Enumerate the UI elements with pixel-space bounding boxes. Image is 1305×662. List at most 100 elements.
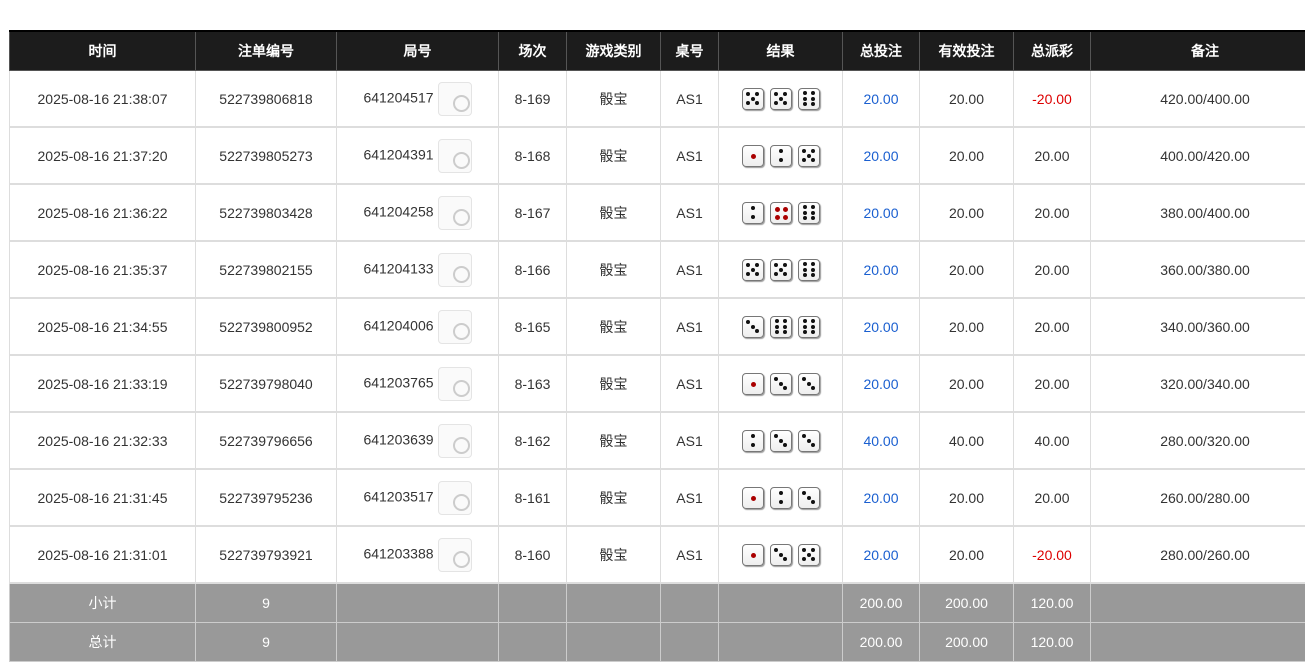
- round-number: 641204258: [363, 203, 433, 219]
- column-header: 场次: [499, 31, 567, 71]
- video-replay-icon[interactable]: [438, 367, 472, 401]
- game-type-cell: 骰宝: [567, 355, 661, 412]
- payout-cell: -20.00: [1014, 526, 1091, 583]
- note-cell: 320.00/340.00: [1091, 355, 1305, 412]
- dice-3-icon: [770, 430, 792, 452]
- game-type-cell: 骰宝: [567, 184, 661, 241]
- dice-3-icon: [798, 430, 820, 452]
- round-number: 641204391: [363, 146, 433, 162]
- table-cell: AS1: [661, 298, 719, 355]
- note-cell: 380.00/400.00: [1091, 184, 1305, 241]
- column-header: 局号: [337, 31, 499, 71]
- bet-id-cell: 522739793921: [196, 526, 337, 583]
- column-header: 备注: [1091, 31, 1305, 71]
- valid-bet-cell: 20.00: [920, 127, 1014, 184]
- video-replay-icon[interactable]: [438, 139, 472, 173]
- bet-id-cell: 522739803428: [196, 184, 337, 241]
- time-cell: 2025-08-16 21:35:37: [10, 241, 196, 298]
- table-cell: AS1: [661, 412, 719, 469]
- game-type-cell: 骰宝: [567, 298, 661, 355]
- column-header: 桌号: [661, 31, 719, 71]
- dice-1-icon: [742, 145, 764, 167]
- payout-cell: 40.00: [1014, 412, 1091, 469]
- session-cell: 8-166: [499, 241, 567, 298]
- result-cell: [719, 526, 843, 583]
- round-cell: 641204258: [337, 184, 499, 241]
- result-cell: [719, 241, 843, 298]
- video-replay-icon[interactable]: [438, 424, 472, 458]
- video-replay-icon[interactable]: [438, 310, 472, 344]
- valid-bet-cell: 20.00: [920, 298, 1014, 355]
- dice-6-icon: [798, 316, 820, 338]
- dice-4-icon: [770, 202, 792, 224]
- session-cell: 8-167: [499, 184, 567, 241]
- payout-cell: 20.00: [1014, 469, 1091, 526]
- session-cell: 8-162: [499, 412, 567, 469]
- dice-3-icon: [798, 373, 820, 395]
- result-cell: [719, 298, 843, 355]
- summary-valid-bet: 200.00: [920, 583, 1014, 623]
- bet-id-cell: 522739800952: [196, 298, 337, 355]
- bet-id-cell: 522739798040: [196, 355, 337, 412]
- valid-bet-cell: 20.00: [920, 241, 1014, 298]
- column-header: 总派彩: [1014, 31, 1091, 71]
- empty-cell: [499, 623, 567, 662]
- total-bet-cell: 20.00: [843, 355, 920, 412]
- summary-count: 9: [196, 623, 337, 662]
- valid-bet-cell: 40.00: [920, 412, 1014, 469]
- dice-5-icon: [798, 145, 820, 167]
- total-bet-cell: 20.00: [843, 127, 920, 184]
- time-cell: 2025-08-16 21:33:19: [10, 355, 196, 412]
- column-header: 结果: [719, 31, 843, 71]
- total-bet-cell: 20.00: [843, 469, 920, 526]
- round-number: 641204517: [363, 89, 433, 105]
- time-cell: 2025-08-16 21:32:33: [10, 412, 196, 469]
- summary-total-bet: 200.00: [843, 583, 920, 623]
- dice-2-icon: [742, 430, 764, 452]
- bet-id-cell: 522739805273: [196, 127, 337, 184]
- video-replay-icon[interactable]: [438, 538, 472, 572]
- bet-records-table: 时间注单编号局号场次游戏类别桌号结果总投注有效投注总派彩备注 2025-08-1…: [9, 30, 1305, 662]
- total-bet-cell: 20.00: [843, 526, 920, 583]
- summary-payout: 120.00: [1014, 583, 1091, 623]
- payout-cell: 20.00: [1014, 184, 1091, 241]
- valid-bet-cell: 20.00: [920, 184, 1014, 241]
- result-cell: [719, 127, 843, 184]
- round-number: 641204006: [363, 317, 433, 333]
- column-header: 注单编号: [196, 31, 337, 71]
- dice-3-icon: [770, 544, 792, 566]
- video-replay-icon[interactable]: [438, 481, 472, 515]
- dice-5-icon: [770, 88, 792, 110]
- dice-1-icon: [742, 544, 764, 566]
- video-replay-icon[interactable]: [438, 82, 472, 116]
- valid-bet-cell: 20.00: [920, 469, 1014, 526]
- payout-cell: 20.00: [1014, 298, 1091, 355]
- video-replay-icon[interactable]: [438, 196, 472, 230]
- result-cell: [719, 469, 843, 526]
- round-number: 641203517: [363, 488, 433, 504]
- table-cell: AS1: [661, 355, 719, 412]
- total-bet-cell: 20.00: [843, 298, 920, 355]
- note-cell: 280.00/260.00: [1091, 526, 1305, 583]
- total-bet-cell: 40.00: [843, 412, 920, 469]
- empty-cell: [719, 583, 843, 623]
- round-cell: 641203517: [337, 469, 499, 526]
- table-cell: AS1: [661, 71, 719, 128]
- result-cell: [719, 71, 843, 128]
- table-cell: AS1: [661, 526, 719, 583]
- table-cell: AS1: [661, 184, 719, 241]
- dice-1-icon: [742, 487, 764, 509]
- video-replay-icon[interactable]: [438, 253, 472, 287]
- round-cell: 641203388: [337, 526, 499, 583]
- dice-6-icon: [798, 202, 820, 224]
- bet-id-cell: 522739806818: [196, 71, 337, 128]
- empty-cell: [661, 583, 719, 623]
- result-cell: [719, 412, 843, 469]
- time-cell: 2025-08-16 21:36:22: [10, 184, 196, 241]
- total-bet-cell: 20.00: [843, 71, 920, 128]
- session-cell: 8-160: [499, 526, 567, 583]
